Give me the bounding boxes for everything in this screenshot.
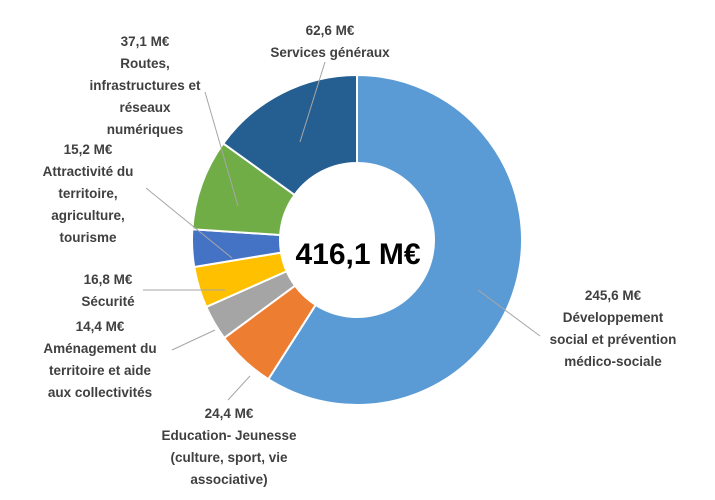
slice-value-label: 16,8 M€ <box>84 272 133 287</box>
leader-line-4 <box>145 187 233 259</box>
slice-name-line: Services généraux <box>270 45 390 60</box>
total-label: 416,1 M€ <box>295 238 420 271</box>
leader-line-2 <box>171 329 216 351</box>
leader-line-0 <box>477 289 541 337</box>
slice-name-line: tourisme <box>59 230 117 245</box>
slice-name-line: social et prévention <box>550 332 677 347</box>
slice-6 <box>221 73 358 197</box>
slice-value-label: 14,4 M€ <box>76 319 125 334</box>
slice-label-5: 37,1 M€ Routes, infrastructures et réseaux n… <box>89 34 201 137</box>
slice-label-1: 24,4 M€ Education- Jeunesse (culture, spor… <box>161 406 297 487</box>
slice-label-2: 14,4 M€ Aménagement du territoire et aide a… <box>43 319 156 400</box>
slice-name-line: Développement <box>563 310 664 325</box>
slice-name-line: Attractivité du <box>43 164 134 179</box>
slice-name-line: Routes, <box>120 56 170 71</box>
slice-name-line: agriculture, <box>51 208 125 223</box>
slice-label-3: 16,8 M€ Sécurité <box>81 272 135 309</box>
slice-name-line: (culture, sport, vie <box>170 450 288 465</box>
leader-line-6 <box>299 61 326 143</box>
slice-label-6: 62,6 M€ Services généraux <box>270 23 390 60</box>
slice-label-4: 15,2 M€ Attractivité du territoire, agricul… <box>43 142 134 245</box>
leader-line-1 <box>227 375 251 401</box>
slice-label-0: 245,6 M€ Développement social et préventio… <box>550 288 677 369</box>
slice-name-line: infrastructures et <box>89 78 201 93</box>
slices-group <box>191 73 523 406</box>
slice-labels: 245,6 M€ Développement social et préventio… <box>43 23 677 487</box>
slice-name-line: médico-sociale <box>564 354 662 369</box>
slice-name-line: territoire et aide <box>49 363 152 378</box>
slice-0 <box>266 73 523 406</box>
slice-value-label: 37,1 M€ <box>121 34 170 49</box>
slice-value-label: 245,6 M€ <box>585 288 642 303</box>
slice-name-line: numériques <box>107 122 184 137</box>
slice-name-line: aux collectivités <box>48 385 152 400</box>
slice-name-line: Sécurité <box>81 294 135 309</box>
slice-name-line: Education- Jeunesse <box>161 428 297 443</box>
slice-value-label: 62,6 M€ <box>306 23 355 38</box>
slice-name-line: territoire, <box>58 186 117 201</box>
slice-value-label: 24,4 M€ <box>205 406 254 421</box>
slice-name-line: Aménagement du <box>43 341 156 356</box>
leader-line-5 <box>204 91 239 207</box>
slice-name-line: réseaux <box>119 100 171 115</box>
leader-lines <box>143 61 541 401</box>
slice-name-line: associative) <box>190 472 267 487</box>
slice-value-label: 15,2 M€ <box>64 142 113 157</box>
